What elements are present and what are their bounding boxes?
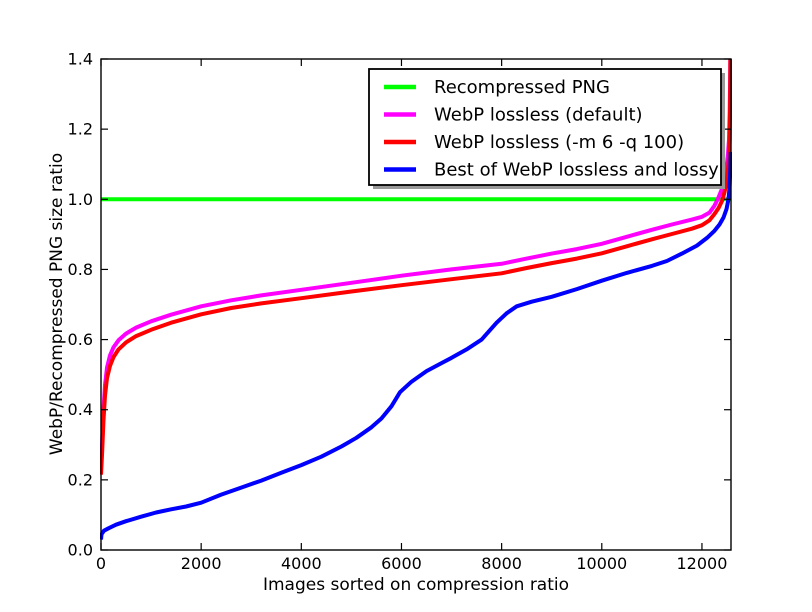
legend-label: Best of WebP lossless and lossy [434, 160, 719, 181]
y-tick-label: 1.0 [68, 190, 93, 209]
y-tick-label: 0.2 [68, 470, 93, 489]
x-tick-label: 4000 [281, 554, 322, 573]
legend-label: WebP lossless (-m 6 -q 100) [434, 132, 684, 153]
x-tick-label: 10000 [576, 554, 627, 573]
x-tick-label: 8000 [481, 554, 522, 573]
legend-label: Recompressed PNG [434, 77, 610, 98]
series-line-3 [100, 151, 732, 540]
x-tick-label: 12000 [677, 554, 728, 573]
y-axis-label: WebP/Recompressed PNG size ratio [47, 152, 67, 456]
x-axis-label: Images sorted on compression ratio [262, 575, 570, 595]
legend-box [368, 68, 722, 186]
y-tick-label: 0.8 [68, 260, 93, 279]
x-tick-label: 6000 [381, 554, 422, 573]
y-tick-label: 0.0 [68, 541, 93, 560]
y-tick-label: 0.4 [68, 400, 93, 419]
x-tick-label: 0 [96, 554, 106, 573]
x-tick-label: 2000 [181, 554, 222, 573]
series-line-2 [100, 58, 732, 475]
y-tick-label: 1.2 [68, 120, 93, 139]
plot-border [100, 58, 732, 551]
y-tick-label: 1.4 [68, 50, 93, 69]
legend-label: WebP lossless (default) [434, 105, 643, 126]
y-tick-label: 0.6 [68, 330, 93, 349]
